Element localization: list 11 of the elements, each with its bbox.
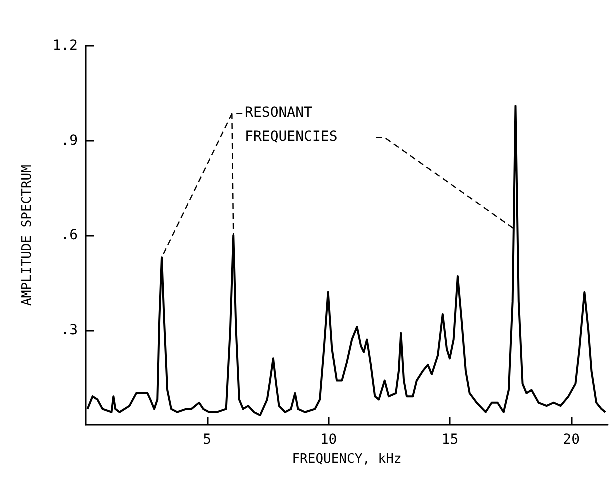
y-tick-label: 1.2 — [52, 38, 78, 54]
y-tick-label: .6 — [61, 228, 78, 244]
annotation: RESONANT FREQUENCIES — [245, 105, 338, 146]
x-tick-label: 5 — [203, 432, 212, 448]
x-axis-title: FREQUENCY, kHz — [292, 452, 402, 467]
x-tick-label: 20 — [563, 432, 580, 448]
x-tick-label: 10 — [320, 432, 338, 448]
y-tick-label: .3 — [61, 322, 78, 338]
y-axis-title: AMPLITUDE SPECTRUM — [20, 164, 35, 306]
y-tick-label: .9 — [61, 132, 78, 149]
x-tick-label: 15 — [442, 432, 459, 448]
